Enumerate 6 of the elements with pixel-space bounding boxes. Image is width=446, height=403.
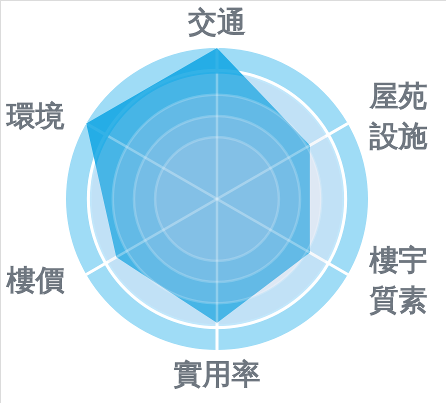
spoke-label: 屋苑設施 — [368, 79, 428, 154]
spoke-label: 樓宇質素 — [368, 242, 428, 317]
spoke-label: 交通 — [187, 5, 246, 40]
spoke-label: 樓價 — [6, 262, 66, 297]
spoke-label: 環境 — [6, 99, 65, 134]
spoke-label: 實用率 — [174, 356, 260, 391]
